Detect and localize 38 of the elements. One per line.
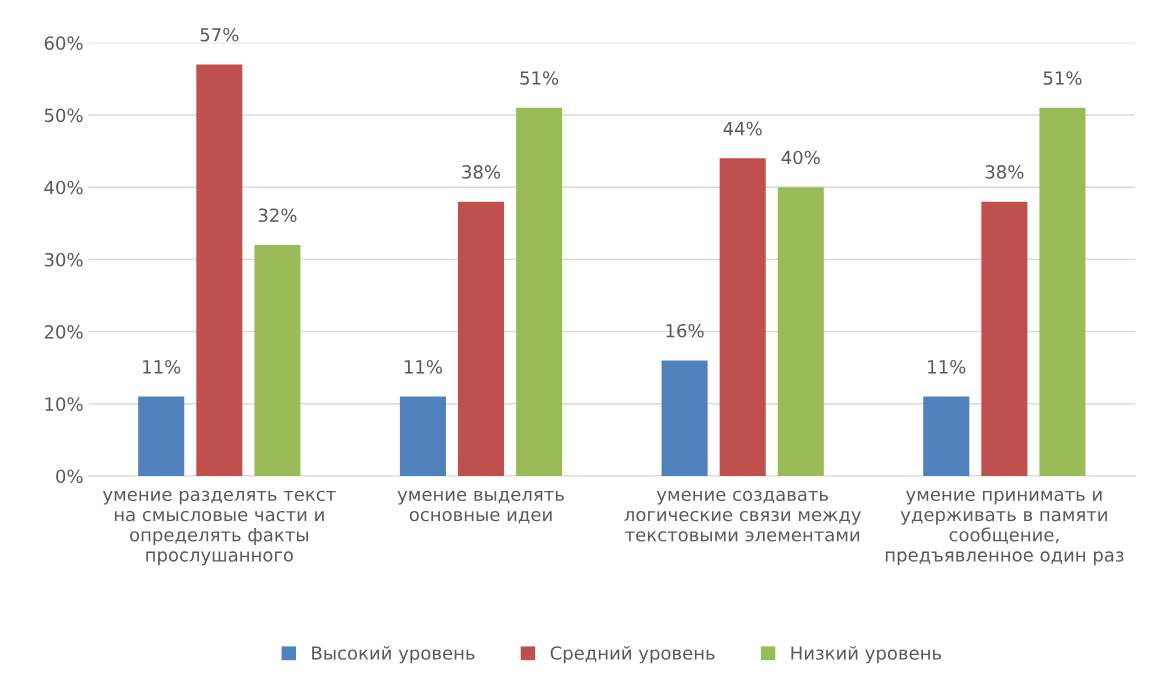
- y-tick-label: 60%: [44, 36, 83, 50]
- data-label: 38%: [462, 165, 501, 179]
- y-tick-label: 30%: [44, 252, 83, 267]
- bar: [661, 360, 708, 476]
- legend-label: Низкий уровень: [791, 645, 942, 664]
- data-label: 16%: [666, 323, 704, 338]
- data-label: 11%: [928, 359, 966, 374]
- data-label: 32%: [258, 208, 297, 223]
- bar: [981, 201, 1028, 476]
- x-tick-label: умение принимать и удерживать в памяти сообщение, предъявленное один раз: [885, 490, 1124, 566]
- y-tick-label: 0%: [56, 469, 83, 484]
- y-tick-label: 10%: [45, 397, 83, 411]
- bar: [777, 187, 824, 476]
- data-label: 57%: [200, 27, 239, 42]
- bar: [254, 244, 301, 476]
- data-label: 44%: [723, 121, 762, 136]
- data-label: 51%: [1043, 71, 1082, 85]
- legend-label: Средний уровень: [550, 645, 715, 664]
- y-tick-label: 20%: [44, 325, 83, 339]
- data-label: 38%: [985, 165, 1024, 179]
- bar: [196, 64, 243, 476]
- legend-label: Высокий уровень: [312, 645, 475, 664]
- bar: [1039, 107, 1086, 476]
- x-tick-label: умение выделять основные идеи: [397, 490, 564, 524]
- x-tick-label: умение разделять текст на смысловые части и определять факты прослушанного: [102, 490, 336, 566]
- bar: [516, 107, 563, 476]
- bar: [719, 158, 766, 476]
- bar: [923, 396, 970, 476]
- data-label: 11%: [143, 359, 181, 374]
- x-tick-label: умение создавать логические связи между текстовыми элементами: [624, 490, 861, 542]
- bar: [457, 201, 505, 476]
- bar: [399, 396, 446, 476]
- data-label: 40%: [781, 150, 820, 165]
- bar: [138, 396, 185, 476]
- y-tick-label: 40%: [44, 180, 83, 195]
- data-label: 51%: [520, 71, 559, 85]
- data-label: 11%: [404, 359, 442, 374]
- y-tick-label: 50%: [44, 108, 83, 123]
